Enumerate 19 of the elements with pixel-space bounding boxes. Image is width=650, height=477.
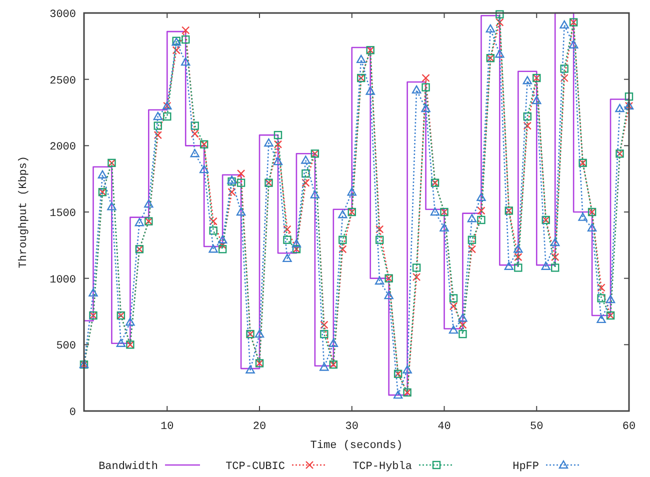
y-tick-label: 500	[56, 340, 76, 353]
legend-label: TCP-CUBIC	[226, 461, 286, 473]
x-tick-label: 30	[345, 421, 358, 433]
y-tick-label: 2500	[50, 75, 76, 88]
x-tick-label: 10	[160, 421, 174, 433]
x-tick-label: 60	[622, 421, 636, 433]
y-axis-title: Throughput (Kbps)	[18, 156, 30, 268]
y-tick-label: 0	[69, 407, 76, 419]
y-tick-label: 1000	[50, 274, 76, 286]
x-tick-label: 20	[252, 421, 266, 433]
y-tick-label: 3000	[50, 9, 76, 21]
legend-label: TCP-Hybla	[352, 461, 412, 473]
y-tick-label: 1500	[50, 208, 76, 220]
x-axis-title: Time (seconds)	[310, 440, 403, 452]
x-tick-label: 50	[530, 421, 544, 433]
legend-label: HpFP	[512, 461, 540, 473]
x-tick-label: 40	[438, 421, 451, 433]
legend-label: Bandwidth	[98, 461, 158, 473]
y-tick-label: 2000	[50, 142, 76, 154]
